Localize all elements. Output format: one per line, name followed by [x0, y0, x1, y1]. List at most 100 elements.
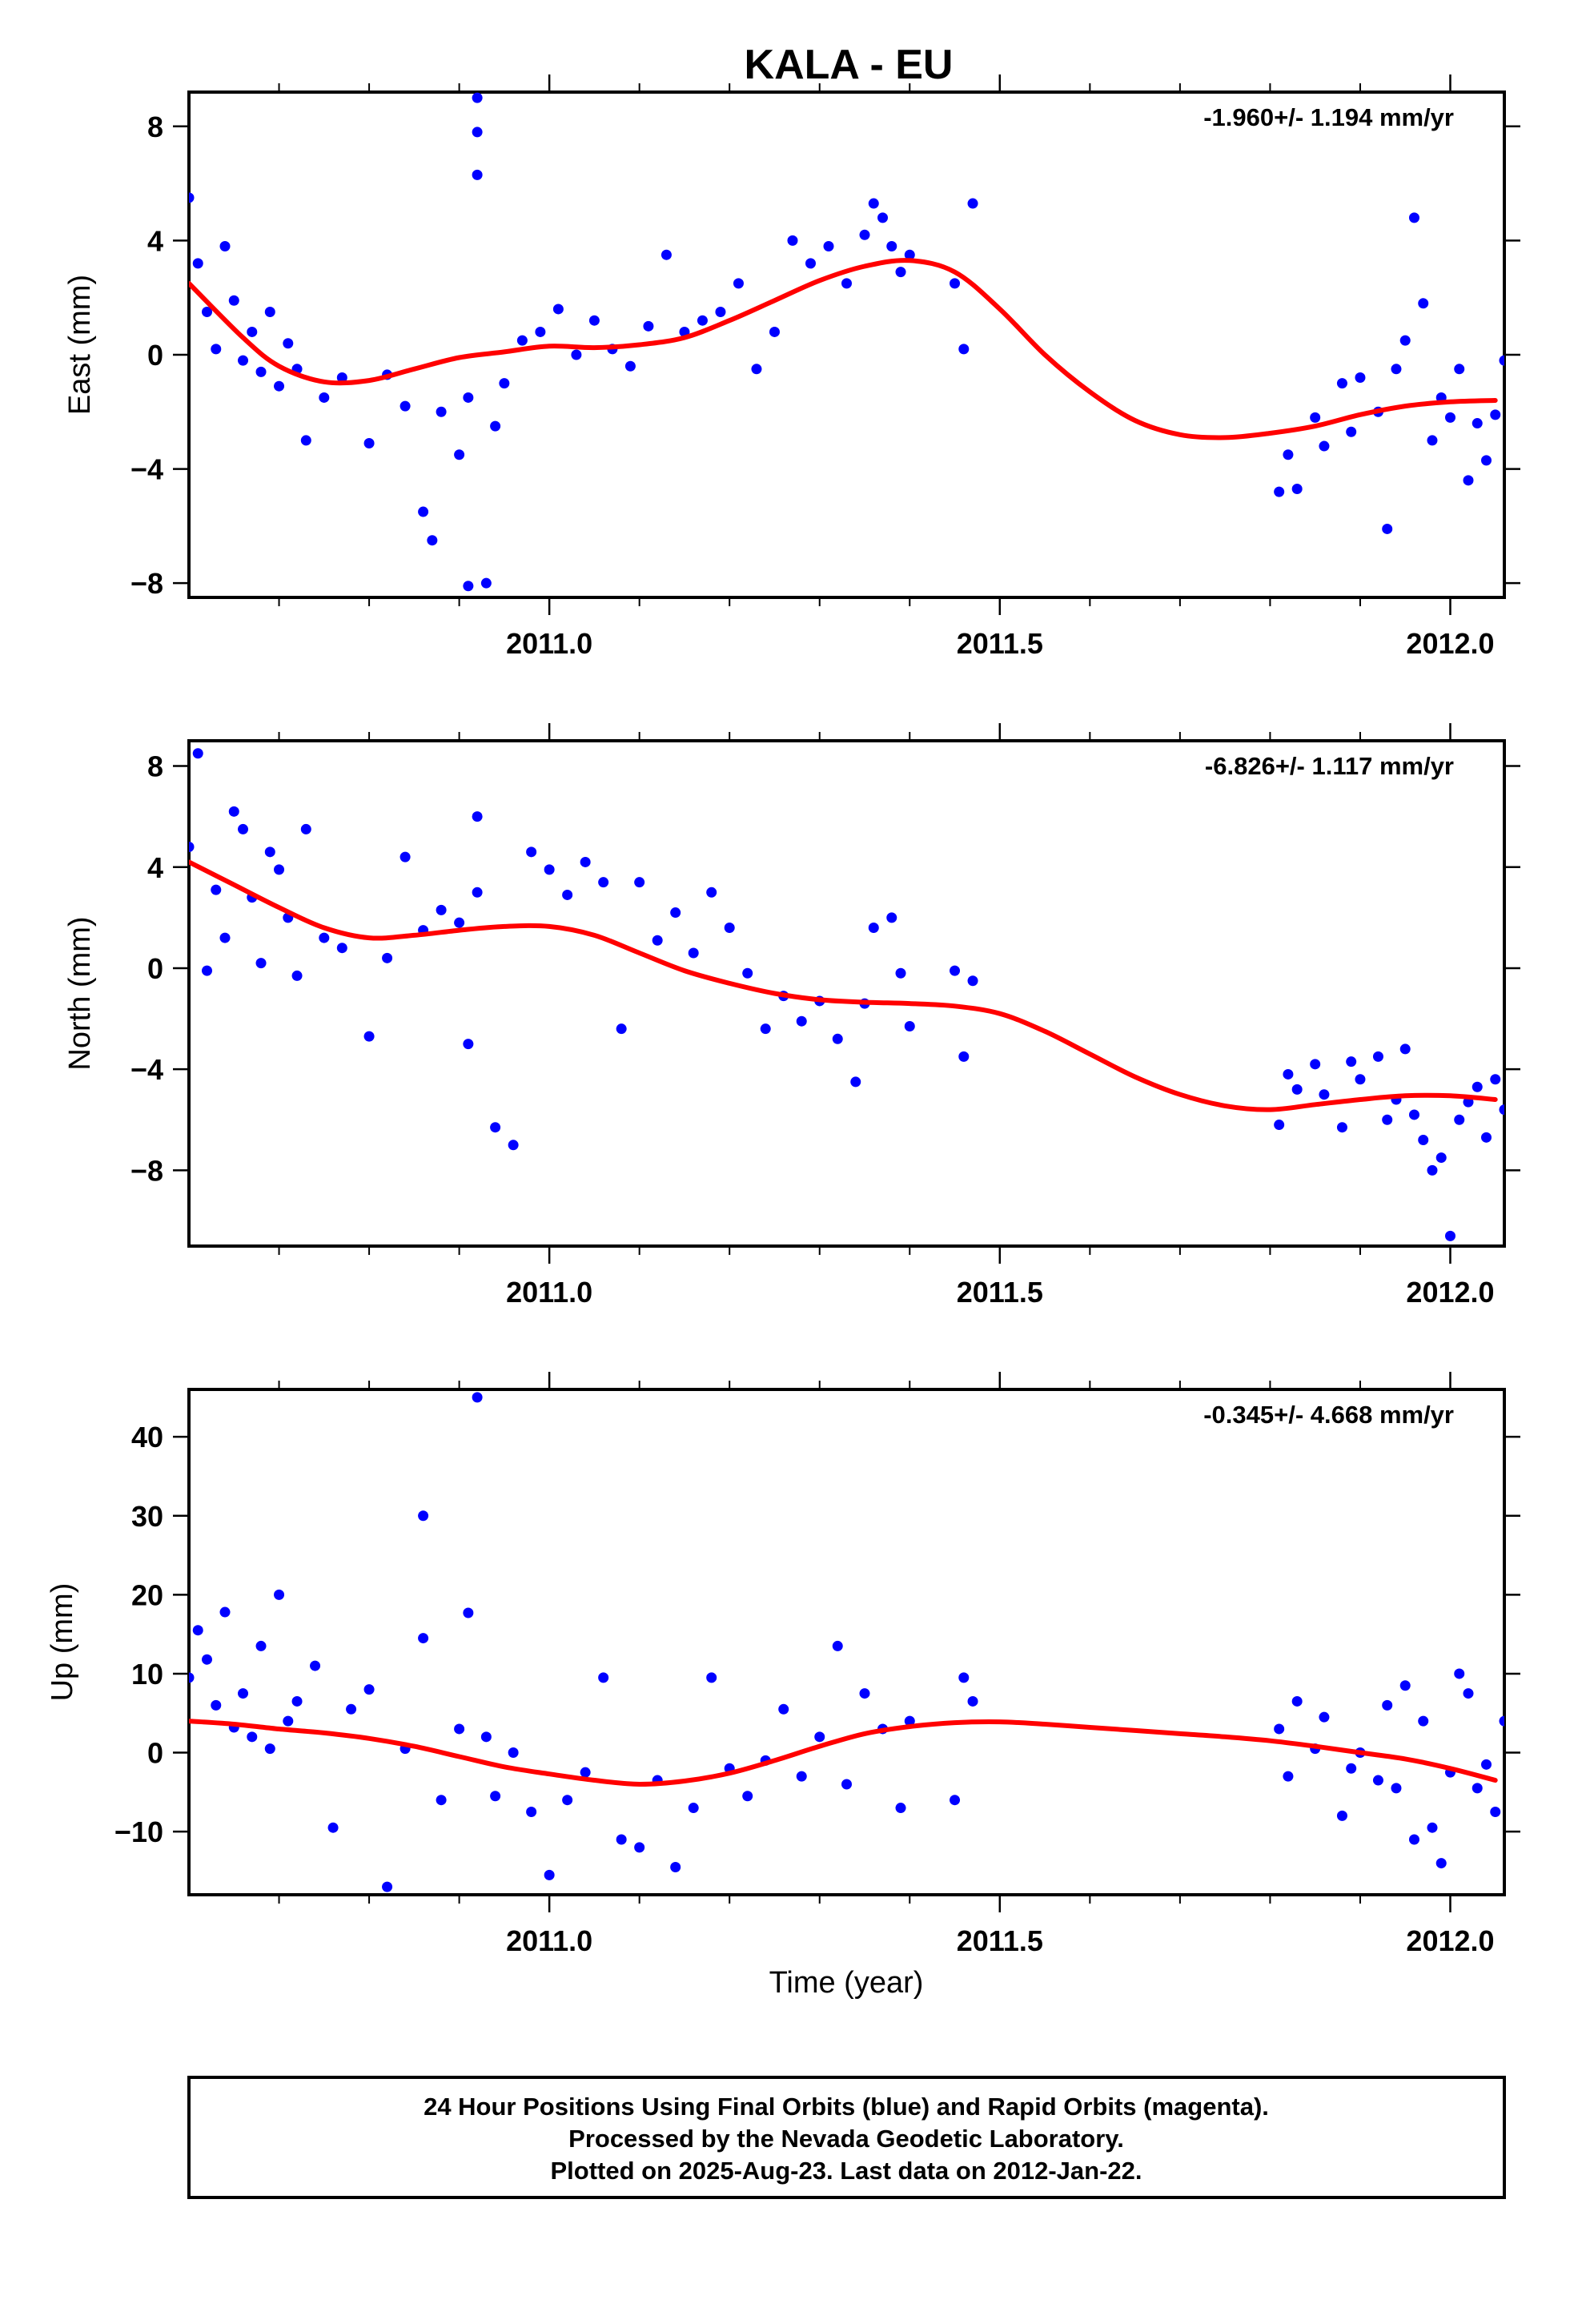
- data-point: [1310, 1059, 1321, 1070]
- data-point: [868, 198, 879, 209]
- data-point: [688, 947, 699, 959]
- data-point: [751, 364, 762, 375]
- footer-frame: [187, 2076, 1506, 2199]
- data-point: [958, 344, 970, 355]
- data-point: [841, 278, 852, 289]
- data-point: [363, 437, 375, 448]
- data-point: [472, 1392, 483, 1403]
- data-point: [454, 1723, 465, 1735]
- panel-east: 2011.0 2011.5 2012.0 −8 −4 0 4 8 East (mm) -1.960…: [63, 74, 1520, 660]
- data-point: [1382, 1114, 1393, 1125]
- y-tick-label: 4: [147, 851, 163, 884]
- data-point: [472, 811, 483, 822]
- data-point: [247, 1731, 258, 1743]
- data-point: [480, 577, 492, 589]
- data-point: [1472, 418, 1483, 429]
- data-point: [1463, 475, 1474, 486]
- data-point: [760, 1023, 771, 1035]
- data-point: [418, 506, 429, 517]
- x-tick-label: 2011.0: [506, 627, 592, 660]
- x-tick-label: 2012.0: [1406, 627, 1494, 660]
- data-point: [1463, 1688, 1474, 1699]
- y-tick-label: 0: [147, 1737, 163, 1770]
- data-point: [1355, 372, 1366, 383]
- fit-curve-east: [189, 258, 1498, 440]
- data-point: [850, 1076, 861, 1088]
- data-point: [967, 975, 978, 987]
- data-point: [950, 965, 961, 976]
- data-point: [255, 958, 267, 969]
- data-point: [346, 1703, 357, 1715]
- data-point: [274, 1589, 285, 1600]
- data-point: [967, 198, 978, 209]
- data-point: [238, 823, 249, 834]
- data-point: [382, 952, 393, 963]
- data-point: [400, 851, 411, 862]
- data-point: [319, 392, 330, 403]
- data-point: [877, 212, 889, 223]
- data-point: [1372, 1775, 1383, 1786]
- data-point: [616, 1834, 627, 1845]
- data-point: [733, 278, 744, 289]
- data-point: [823, 241, 834, 252]
- data-points-east: [189, 92, 1504, 592]
- data-point: [274, 380, 285, 392]
- data-point: [706, 887, 717, 898]
- data-point: [472, 92, 483, 103]
- data-point: [1435, 1152, 1447, 1164]
- data-point: [1346, 1763, 1357, 1774]
- data-point: [192, 1625, 203, 1636]
- y-tick-label: 10: [131, 1658, 163, 1691]
- data-point: [1408, 1109, 1419, 1120]
- data-point: [868, 922, 879, 933]
- data-point: [598, 1672, 609, 1683]
- data-point: [1291, 1695, 1303, 1707]
- data-point: [859, 229, 870, 240]
- data-point: [552, 304, 564, 315]
- data-point: [1319, 440, 1330, 452]
- data-point: [247, 326, 258, 337]
- data-point: [472, 887, 483, 898]
- data-point: [1454, 1114, 1465, 1125]
- footer-line-2: Processed by the Nevada Geodetic Laborat…: [568, 2125, 1124, 2153]
- data-point: [859, 1688, 870, 1699]
- data-point: [588, 315, 600, 326]
- data-point: [274, 864, 285, 875]
- data-point: [742, 1791, 753, 1802]
- data-point: [832, 1640, 843, 1651]
- data-point: [1499, 1104, 1504, 1116]
- plot-frame: [187, 90, 1506, 599]
- data-point: [382, 1881, 393, 1892]
- y-tick-label: −4: [130, 453, 163, 486]
- figure-title: KALA - EU: [745, 42, 954, 88]
- footer-line-1: 24 Hour Positions Using Final Orbits (bl…: [424, 2093, 1269, 2121]
- data-point: [499, 378, 510, 389]
- x-tick-label: 2012.0: [1406, 1276, 1494, 1309]
- data-point: [211, 884, 222, 895]
- data-point: [769, 326, 780, 337]
- data-point: [535, 326, 546, 337]
- data-point: [336, 372, 347, 383]
- y-tick-label: −4: [130, 1053, 163, 1086]
- data-point: [706, 1672, 717, 1683]
- x-tick-label: 2011.0: [506, 1276, 592, 1309]
- y-axis-label: North (mm): [63, 916, 97, 1070]
- data-point: [904, 1021, 915, 1032]
- data-point: [724, 922, 735, 933]
- data-point: [472, 169, 483, 180]
- data-point: [958, 1672, 970, 1683]
- data-point: [310, 1660, 321, 1671]
- x-tick-label: 2011.5: [957, 627, 1043, 660]
- data-point: [427, 535, 438, 546]
- data-point: [1427, 1822, 1438, 1833]
- data-point: [189, 842, 195, 853]
- data-point: [1336, 1810, 1347, 1821]
- data-point: [1408, 1834, 1419, 1845]
- data-point: [202, 965, 213, 976]
- data-point: [616, 1023, 627, 1035]
- data-point: [634, 877, 645, 888]
- fit-curve-north: [189, 859, 1498, 1112]
- data-point: [1382, 523, 1393, 534]
- data-point: [688, 1803, 699, 1814]
- data-point: [1480, 1759, 1492, 1770]
